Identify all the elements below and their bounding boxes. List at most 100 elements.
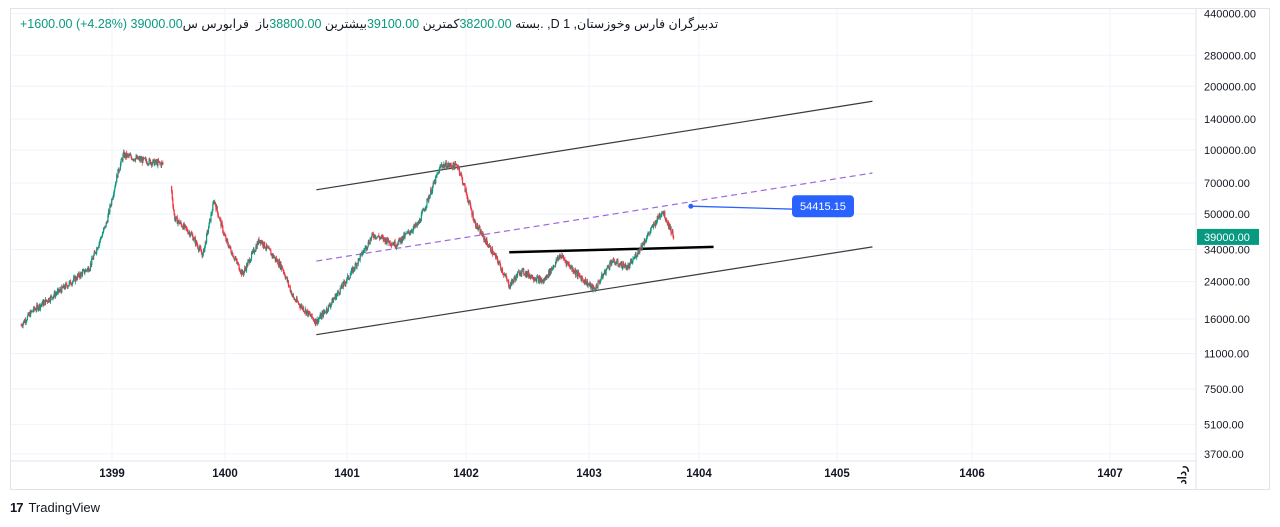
- candle-body: [528, 275, 530, 277]
- candle-body: [476, 223, 478, 229]
- candle-body: [187, 231, 189, 234]
- candle-body: [383, 237, 385, 241]
- candle-body: [450, 163, 452, 166]
- time-axis[interactable]: 1399 1400 1401 1402 1403 1404 1405 1406 1407 رداد: [99, 465, 1190, 484]
- candle-body: [138, 157, 140, 159]
- candle-body: [408, 230, 410, 233]
- open-value: 38800.00: [269, 17, 322, 31]
- candle-body: [241, 270, 243, 275]
- candle-body: [651, 225, 653, 227]
- candle-body: [150, 162, 152, 165]
- candle-body: [26, 316, 29, 320]
- chart-frame[interactable]: [10, 8, 1270, 490]
- candle-body: [624, 263, 627, 266]
- target-label-text: 54415.15: [800, 201, 846, 213]
- candle-body: [396, 245, 398, 247]
- candle-body: [277, 259, 279, 265]
- candle-body: [483, 238, 485, 240]
- candle-body: [310, 315, 312, 317]
- candle-body: [672, 230, 674, 236]
- candle-body: [574, 269, 577, 276]
- open-label: باز: [255, 17, 270, 31]
- candle-body: [55, 293, 57, 295]
- candle-body: [431, 191, 433, 194]
- candle-body: [581, 277, 584, 279]
- candle-body: [281, 265, 283, 269]
- candle-body: [178, 220, 180, 224]
- candle-body: [546, 274, 548, 278]
- candle-body: [460, 173, 462, 176]
- symbol-title[interactable]: تدبیرگران فارس وخوزستان, 1: [563, 17, 719, 31]
- candle-body: [485, 239, 487, 244]
- candle-body: [371, 233, 373, 237]
- candle-body: [583, 280, 585, 284]
- candle-body: [23, 320, 25, 323]
- candle-body: [353, 267, 355, 270]
- candle-body: [395, 246, 397, 248]
- candle-body: [186, 228, 188, 232]
- candle-body: [548, 270, 550, 278]
- candle-body: [419, 219, 421, 222]
- candle-body: [492, 254, 494, 256]
- candle-body: [294, 299, 296, 301]
- candle-body: [638, 252, 640, 254]
- candle-body: [245, 264, 248, 271]
- candle-body: [619, 264, 621, 267]
- candle-body: [375, 237, 377, 239]
- candle-body: [321, 312, 323, 315]
- candle-body: [633, 258, 635, 260]
- candle-body: [181, 226, 183, 228]
- candle-body: [631, 260, 633, 264]
- candle-body: [269, 248, 271, 250]
- candle-body: [174, 218, 176, 221]
- candle-body: [510, 282, 512, 287]
- candle-body: [335, 295, 338, 300]
- candle-body: [327, 311, 329, 312]
- candle-body: [514, 276, 516, 278]
- candle-body: [322, 311, 324, 317]
- candle-body: [433, 180, 436, 184]
- candle-body: [93, 251, 95, 256]
- candle-body: [659, 216, 662, 218]
- candle-body: [43, 301, 45, 306]
- candle-body: [194, 238, 196, 245]
- candle-body: [614, 262, 616, 265]
- candle-body: [209, 218, 211, 223]
- tradingview-branding[interactable]: 17 TradingView: [10, 500, 100, 515]
- candle-body: [410, 230, 412, 233]
- candle-body: [564, 259, 566, 261]
- annotations[interactable]: 54415.15: [688, 195, 854, 218]
- price-axis[interactable]: 440000.00 280000.00 200000.00 140000.00 1000…: [1197, 9, 1259, 461]
- candle-body: [337, 291, 339, 294]
- candle-body: [139, 158, 142, 161]
- candle-body: [218, 216, 220, 219]
- candle-body: [649, 231, 651, 235]
- candle-body: [230, 252, 233, 255]
- candle-body: [515, 274, 517, 281]
- candle-body: [531, 275, 534, 279]
- candle-body: [338, 292, 340, 294]
- candle-body: [283, 272, 285, 273]
- candle-body: [36, 304, 38, 310]
- candle-body: [222, 232, 225, 234]
- candle-body: [151, 162, 153, 166]
- candle-body: [78, 273, 80, 276]
- candle-body: [38, 308, 40, 310]
- candle-body: [498, 262, 500, 264]
- candle-body: [67, 286, 69, 288]
- candle-body: [654, 223, 656, 227]
- candle-body: [629, 261, 632, 263]
- candle-body: [538, 277, 540, 283]
- channel-lines[interactable]: [316, 100, 873, 336]
- candle-body: [616, 261, 618, 264]
- candle-body: [207, 231, 209, 233]
- candle-body: [579, 274, 581, 277]
- candle-body: [421, 211, 423, 215]
- candle-body: [461, 175, 463, 178]
- candle-body: [662, 211, 664, 213]
- candle-body: [215, 206, 218, 210]
- candle-body: [656, 216, 658, 222]
- candle-body: [619, 264, 622, 265]
- y-tick-label: 7500.00: [1204, 384, 1244, 396]
